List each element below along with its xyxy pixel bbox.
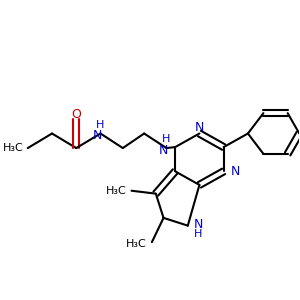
Text: N: N xyxy=(93,129,102,142)
Text: H₃C: H₃C xyxy=(126,239,147,249)
Text: H: H xyxy=(194,230,202,239)
Text: H₃C: H₃C xyxy=(3,143,24,153)
Text: N: N xyxy=(230,165,240,178)
Text: H₃C: H₃C xyxy=(106,186,127,196)
Text: N: N xyxy=(194,218,203,231)
Text: H: H xyxy=(162,134,171,144)
Text: N: N xyxy=(159,143,168,157)
Text: N: N xyxy=(195,121,204,134)
Text: H: H xyxy=(96,120,105,130)
Text: O: O xyxy=(71,108,81,121)
